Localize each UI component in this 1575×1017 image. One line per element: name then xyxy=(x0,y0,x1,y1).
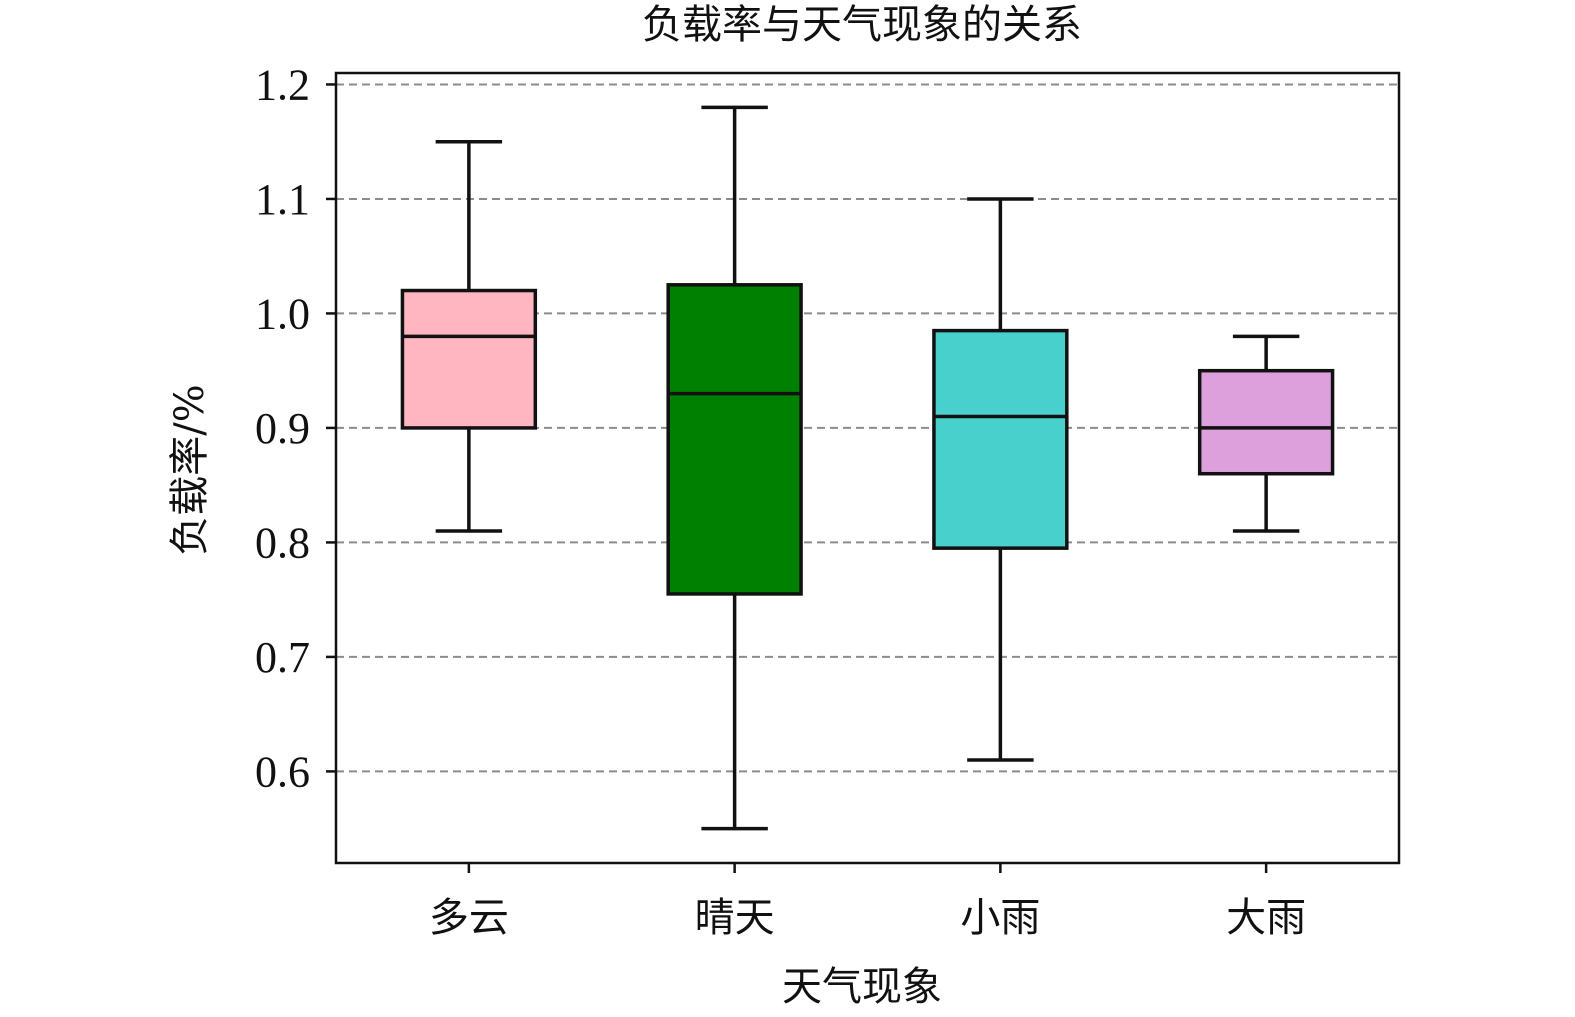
box-iqr xyxy=(666,283,803,596)
y-axis-title: 负载率/% xyxy=(167,384,213,555)
boxes xyxy=(400,105,1335,831)
x-tick-label: 大雨 xyxy=(1226,895,1306,941)
x-tick-label: 晴天 xyxy=(695,895,775,941)
y-tick-label: 1.1 xyxy=(255,175,310,224)
box-iqr xyxy=(1197,368,1335,476)
plot-area-frame xyxy=(334,71,1401,865)
x-axis-ticks: 多云 晴天 小雨 大雨 xyxy=(429,863,1306,941)
chart-title: 负载率与天气现象的关系 xyxy=(642,2,1082,48)
box-group xyxy=(1197,334,1335,533)
box-group xyxy=(932,197,1069,762)
x-axis-title: 天气现象 xyxy=(782,964,942,1010)
box-iqr xyxy=(932,328,1069,550)
y-axis-ticks: 0.6 0.7 0.8 0.9 1.0 1.1 1.2 xyxy=(255,60,336,796)
box-group xyxy=(400,139,538,533)
y-tick-label: 0.6 xyxy=(255,747,310,796)
x-tick-label: 小雨 xyxy=(960,895,1040,941)
y-tick-label: 0.7 xyxy=(255,633,310,682)
x-tick-label: 多云 xyxy=(429,895,509,941)
box-iqr xyxy=(400,288,538,430)
y-tick-label: 0.9 xyxy=(255,404,310,453)
y-tick-label: 0.8 xyxy=(255,518,310,567)
y-tick-label: 1.0 xyxy=(255,289,310,338)
box-group xyxy=(666,105,803,831)
y-tick-label: 1.2 xyxy=(255,60,310,109)
